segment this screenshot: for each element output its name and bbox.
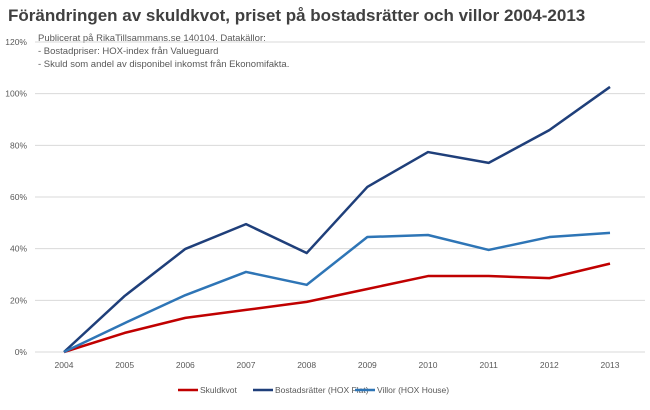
series-line-1 — [63, 262, 611, 354]
series-line-3 — [63, 231, 611, 354]
annotation-line: Publicerat på RikaTillsammans.se 140104.… — [38, 33, 266, 44]
y-tick-label: 40% — [10, 244, 27, 254]
legend-label: Villor (HOX House) — [377, 385, 449, 395]
chart-annotation: Publicerat på RikaTillsammans.se 140104.… — [38, 32, 289, 71]
y-tick-label: 120% — [5, 37, 27, 47]
x-tick-label: 2013 — [601, 360, 620, 370]
x-tick-label: 2006 — [176, 360, 195, 370]
x-tick-label: 2005 — [115, 360, 134, 370]
legend-label: Bostadsrätter (HOX Flat) — [275, 385, 369, 395]
x-tick-label: 2004 — [55, 360, 74, 370]
x-tick-label: 2011 — [480, 360, 499, 370]
x-tick-label: 2010 — [419, 360, 438, 370]
y-tick-label: 60% — [10, 192, 27, 202]
y-tick-label: 0% — [15, 347, 28, 357]
x-tick-label: 2007 — [237, 360, 256, 370]
annotation-line: - Skuld som andel av disponibel inkomst … — [38, 59, 290, 70]
x-tick-label: 2008 — [297, 360, 316, 370]
y-tick-label: 20% — [10, 295, 27, 305]
legend-label: Skuldkvot — [200, 385, 237, 395]
series-line-2 — [63, 85, 611, 353]
y-tick-label: 80% — [10, 140, 27, 150]
x-tick-label: 2012 — [540, 360, 559, 370]
y-tick-label: 100% — [5, 89, 27, 99]
x-tick-label: 2009 — [358, 360, 377, 370]
annotation-line: - Bostadpriser: HOX-index från Valueguar… — [38, 46, 219, 57]
chart-title: Förändringen av skuldkvot, priset på bos… — [8, 6, 586, 25]
